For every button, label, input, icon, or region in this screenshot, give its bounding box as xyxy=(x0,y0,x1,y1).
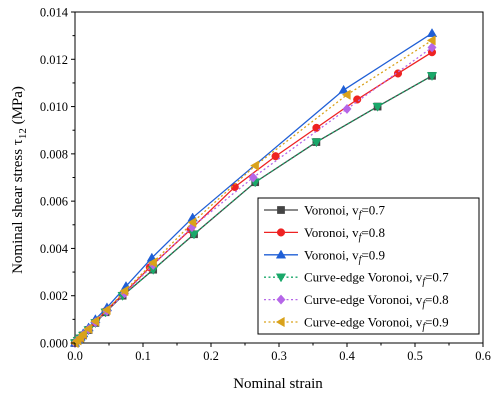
data-point xyxy=(271,152,280,161)
data-point xyxy=(353,95,362,104)
data-point xyxy=(342,103,352,115)
legend-label-sub: f xyxy=(359,210,363,221)
legend-label-prefix: Voronoi, v xyxy=(304,247,359,262)
legend-label-sub: f xyxy=(359,232,363,243)
data-point xyxy=(77,329,87,340)
data-point xyxy=(341,89,351,100)
data-point xyxy=(312,123,321,132)
data-point xyxy=(311,138,322,148)
legend-label: Voronoi, vf=0.9 xyxy=(304,247,385,265)
x-tick-label: 0.6 xyxy=(475,349,491,363)
legend-label: Curve-edge Voronoi, vf=0.7 xyxy=(304,270,449,288)
legend-marker xyxy=(277,206,285,214)
legend-item: Curve-edge Voronoi, vf=0.8 xyxy=(264,292,449,310)
data-point xyxy=(338,84,349,94)
data-point xyxy=(90,316,100,327)
x-tick-label: 0.2 xyxy=(203,349,219,363)
data-point xyxy=(427,42,437,53)
data-point xyxy=(372,102,383,112)
y-axis-ticks: 0.000 0.002 0.004 0.006 0.008 0.010 0.012 0.014 xyxy=(40,6,75,351)
legend-label-suffix: =0.7 xyxy=(361,203,385,218)
legend-label-suffix: =0.9 xyxy=(425,315,449,330)
y-tick-label: 0.008 xyxy=(40,147,68,161)
legend-marker xyxy=(275,273,287,283)
data-point xyxy=(250,160,259,171)
legend-marker xyxy=(276,294,286,305)
y-tick-label: 0.010 xyxy=(40,100,68,114)
series-6 xyxy=(69,35,436,349)
y-tick-label: 0.000 xyxy=(40,337,68,351)
x-tick-label: 0.5 xyxy=(407,349,423,363)
legend-label: Voronoi, vf=0.8 xyxy=(304,225,385,243)
legend-label-suffix: =0.8 xyxy=(425,292,449,307)
legend-label-suffix: =0.8 xyxy=(361,225,385,240)
legend-label: Curve-edge Voronoi, vf=0.8 xyxy=(304,292,449,310)
legend-label-sub: f xyxy=(359,254,363,265)
y-tick-label: 0.014 xyxy=(40,6,69,20)
legend-label-prefix: Curve-edge Voronoi, v xyxy=(304,292,423,307)
y-axis-title-sub: 12 xyxy=(17,128,29,139)
data-point xyxy=(426,72,438,82)
data-point xyxy=(393,69,403,78)
x-axis-title: Nominal strain xyxy=(233,376,323,392)
legend-label: Voronoi, vf=0.7 xyxy=(304,203,386,221)
legend-label-prefix: Voronoi, v xyxy=(304,203,359,218)
y-tick-label: 0.004 xyxy=(40,242,69,256)
legend-item: Voronoi, vf=0.8 xyxy=(264,225,385,243)
x-tick-label: 0.0 xyxy=(67,349,83,363)
legend-marker xyxy=(275,249,287,259)
legend-label-sub: f xyxy=(422,322,426,333)
legend-item: Curve-edge Voronoi, vf=0.9 xyxy=(264,315,449,333)
legend-label-sub: f xyxy=(422,299,426,310)
series-layer xyxy=(69,28,438,349)
data-point xyxy=(248,172,258,183)
y-tick-label: 0.012 xyxy=(40,53,68,67)
data-point xyxy=(188,230,200,240)
legend-item: Curve-edge Voronoi, vf=0.7 xyxy=(264,270,449,288)
data-point xyxy=(187,217,197,228)
x-tick-label: 0.3 xyxy=(271,349,287,363)
y-axis-title: Nominal shear stress τ12 (MPa) xyxy=(10,86,29,274)
legend-label-prefix: Voronoi, v xyxy=(304,225,359,240)
data-point xyxy=(426,35,436,46)
legend-label-suffix: =0.7 xyxy=(425,270,449,285)
y-axis-title-unit: (MPa) xyxy=(10,86,26,128)
legend-label-suffix: =0.9 xyxy=(361,247,385,262)
legend-marker xyxy=(275,316,285,328)
legend-item: Voronoi, vf=0.9 xyxy=(264,247,385,265)
x-tick-label: 0.4 xyxy=(339,349,355,363)
x-tick-label: 0.1 xyxy=(135,349,151,363)
y-tick-label: 0.002 xyxy=(40,289,68,303)
data-point xyxy=(148,257,157,268)
data-point xyxy=(101,304,111,316)
data-point xyxy=(119,285,129,297)
legend-label-prefix: Curve-edge Voronoi, v xyxy=(304,270,423,285)
legend-box xyxy=(257,197,480,335)
x-axis-ticks: 0.0 0.1 0.2 0.3 0.4 0.5 0.6 xyxy=(67,343,491,363)
legend-label: Curve-edge Voronoi, vf=0.9 xyxy=(304,315,449,333)
data-point xyxy=(426,28,438,37)
y-axis-title-main: Nominal shear stress τ xyxy=(10,139,26,274)
legend-label-sub: f xyxy=(422,277,426,288)
legend-label-prefix: Curve-edge Voronoi, v xyxy=(304,315,423,330)
y-tick-label: 0.006 xyxy=(40,195,68,209)
data-point xyxy=(83,323,93,334)
legend-item: Voronoi, vf=0.7 xyxy=(264,203,386,221)
legend-marker xyxy=(276,228,286,237)
